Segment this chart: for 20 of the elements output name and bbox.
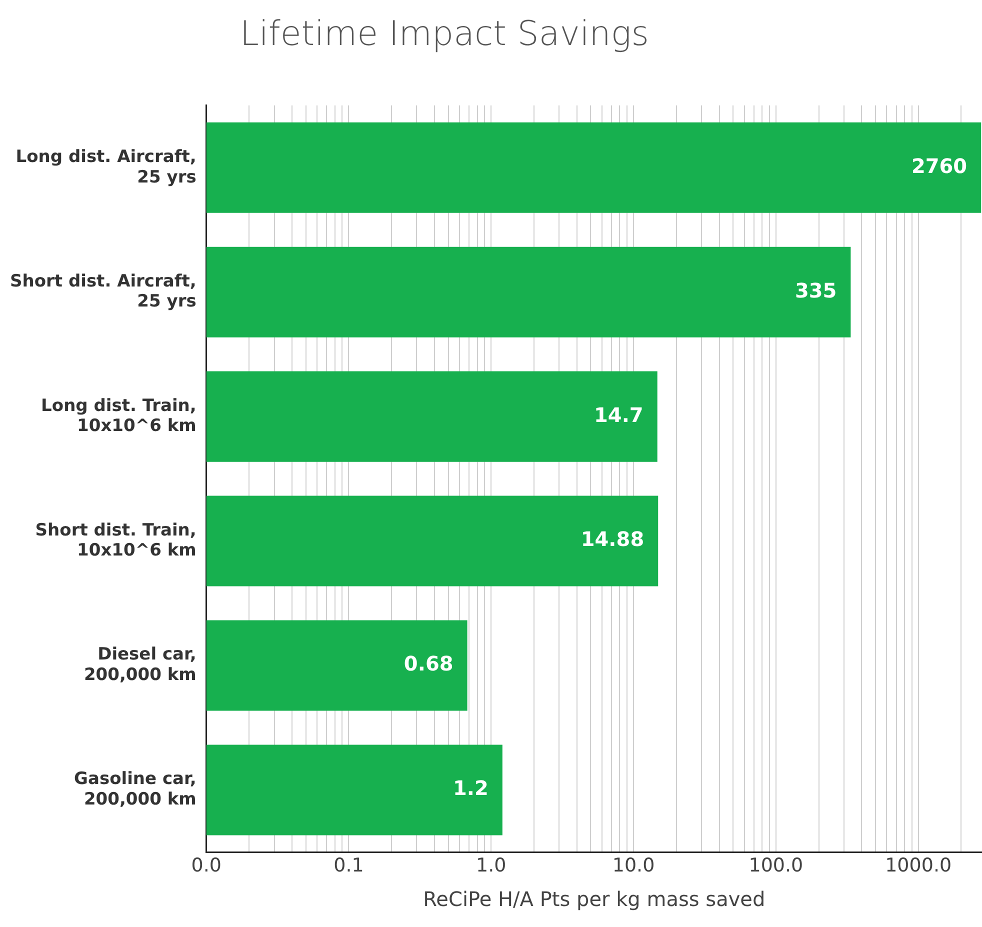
data-label: 335 xyxy=(794,278,837,302)
data-label: 2760 xyxy=(911,154,968,178)
x-tick-label: 1000.0 xyxy=(885,854,952,877)
y-tick-label: Short dist. Train, 10x10^6 km xyxy=(35,520,196,561)
x-axis-title: ReCiPe H/A Pts per kg mass saved xyxy=(423,887,766,912)
x-tick-label: 0.1 xyxy=(334,854,364,877)
y-tick-label: Diesel car, 200,000 km xyxy=(84,644,196,686)
y-tick-label: Long dist. Train, 10x10^6 km xyxy=(41,396,196,436)
chart-title: Lifetime Impact Savings xyxy=(240,14,649,54)
x-tick-label: 1.0 xyxy=(476,854,506,877)
y-tick-label: Long dist. Aircraft, 25 yrs xyxy=(16,146,196,188)
y-tick-label: Gasoline car, 200,000 km xyxy=(74,769,196,810)
data-label: 0.68 xyxy=(404,652,454,676)
data-label: 14.88 xyxy=(580,527,644,552)
x-tick-label: 10.0 xyxy=(612,854,655,877)
x-tick-label: 100.0 xyxy=(748,854,804,877)
data-label: 1.2 xyxy=(452,776,488,800)
data-label: 14.7 xyxy=(594,402,644,427)
x-tick-label: 0.0 xyxy=(191,854,222,877)
y-tick-label: Short dist. Aircraft, 25 yrs xyxy=(10,271,196,312)
